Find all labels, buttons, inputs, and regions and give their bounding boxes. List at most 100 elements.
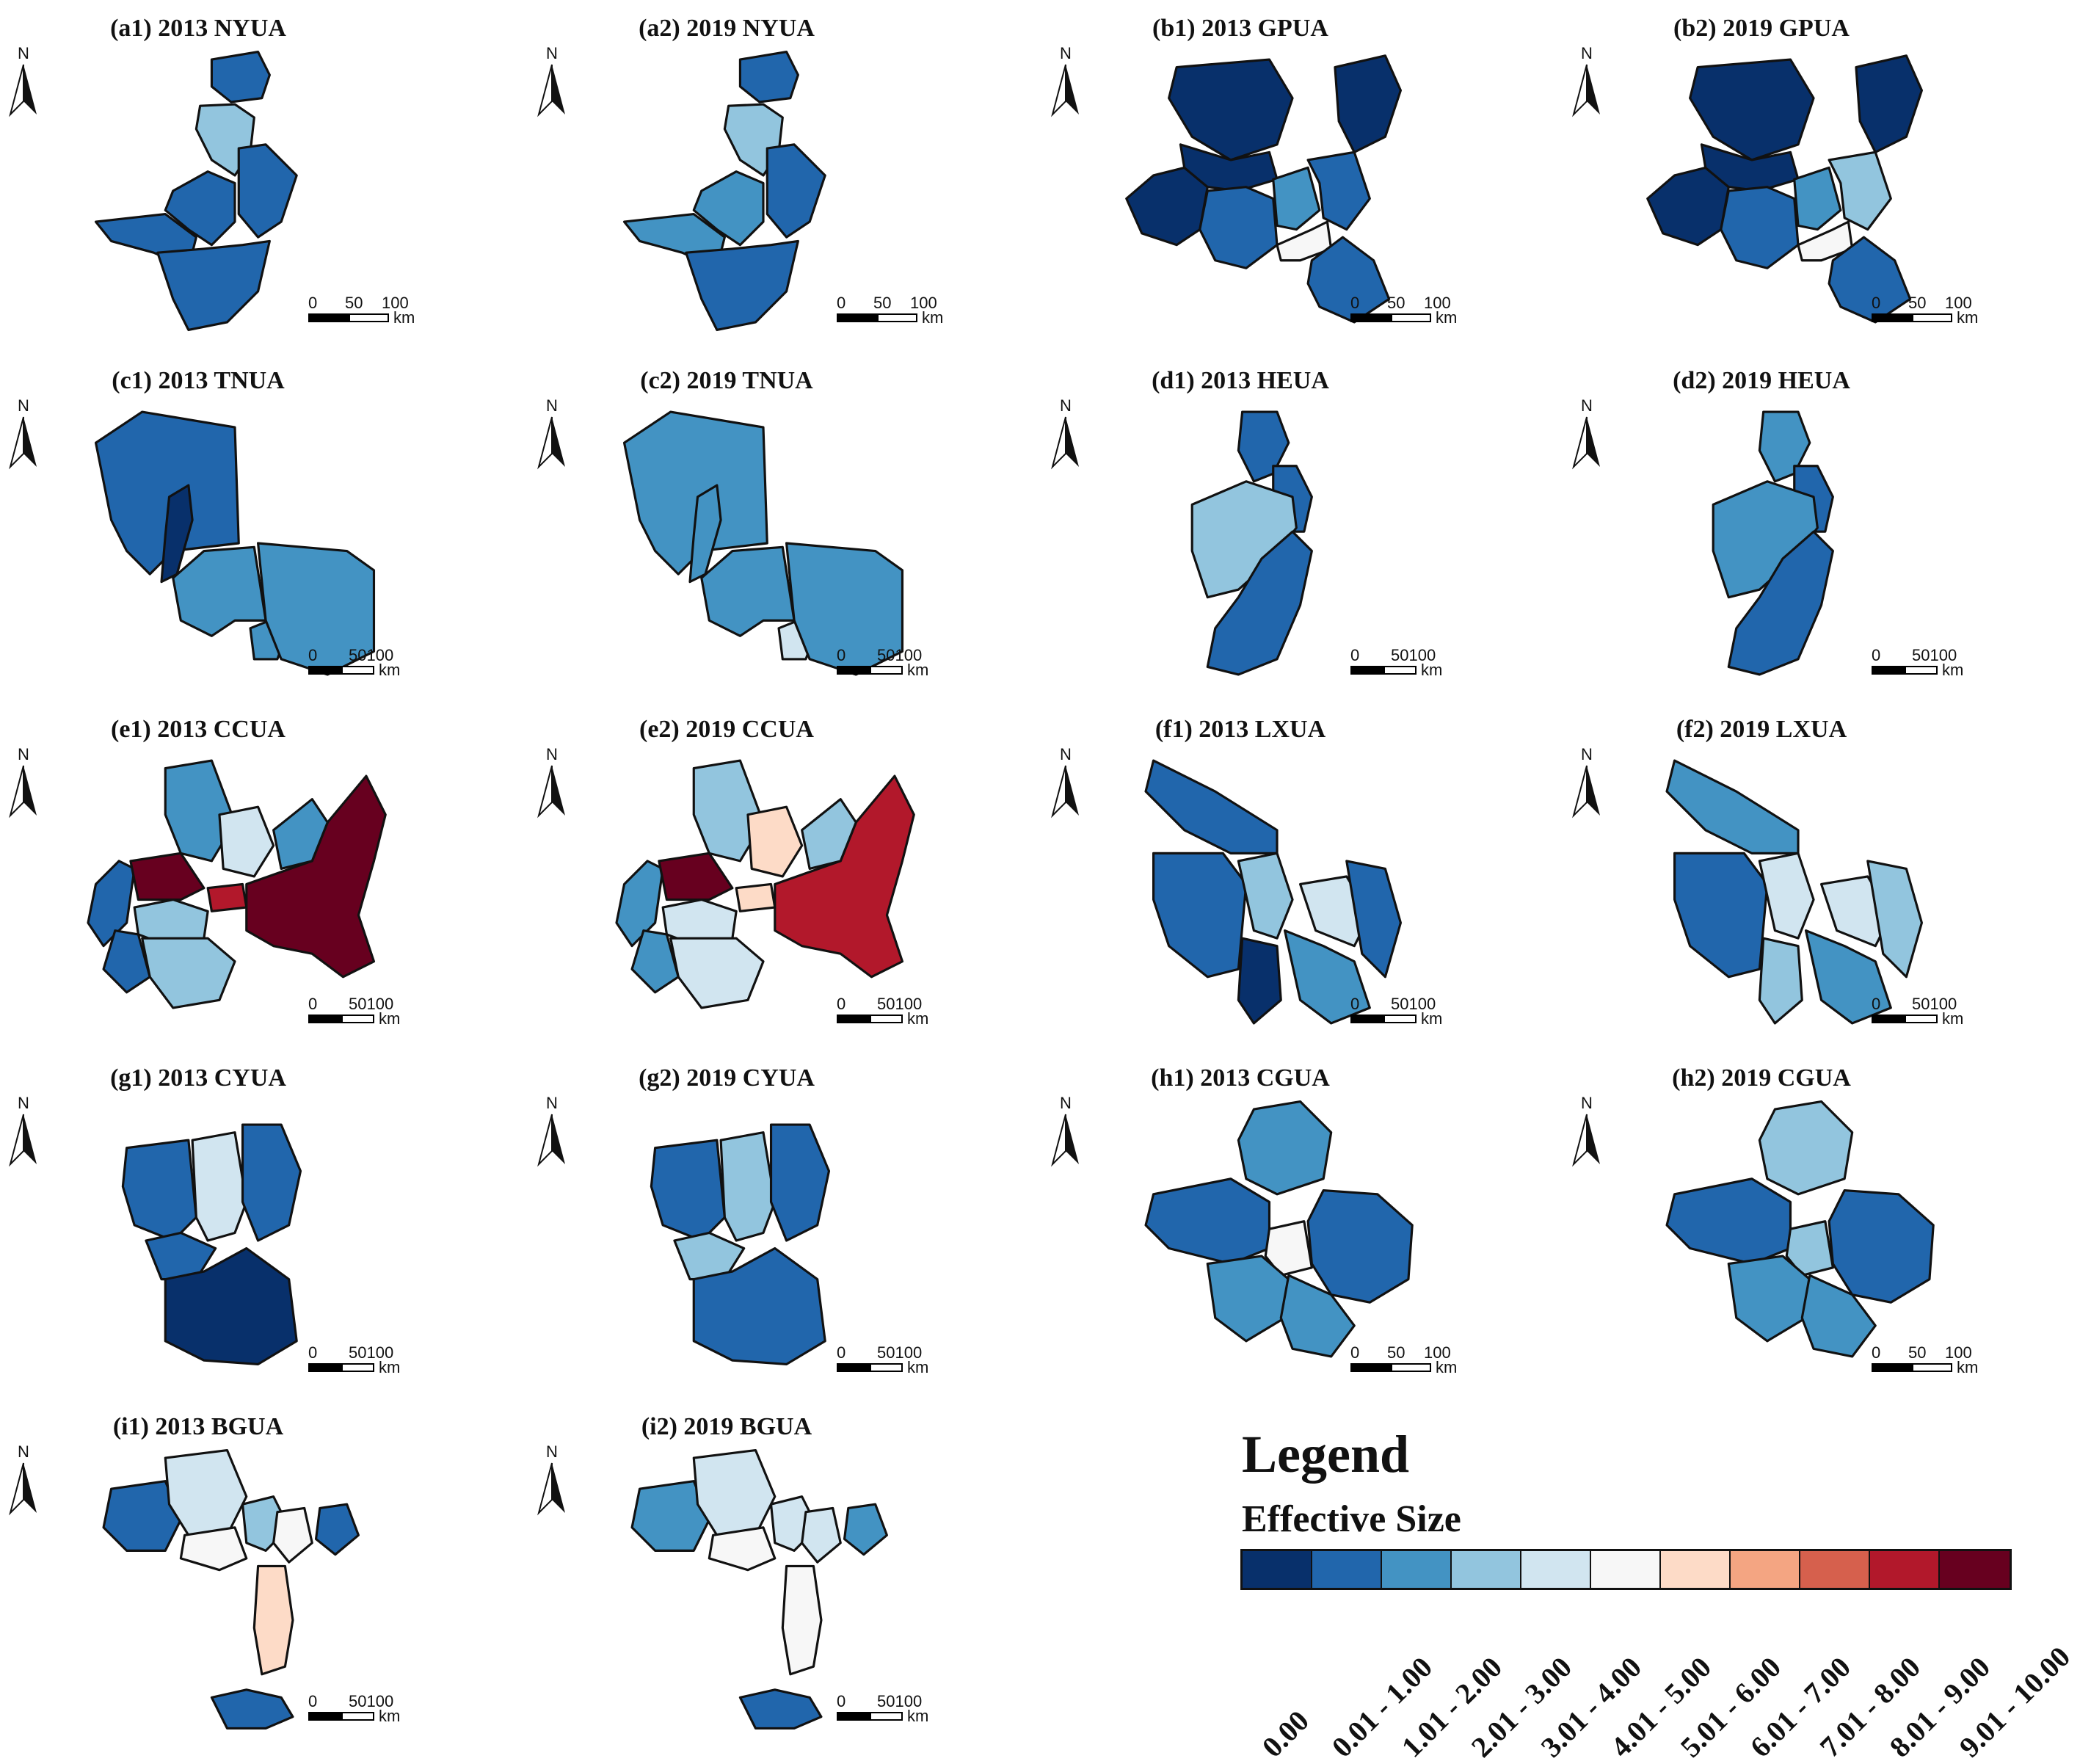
region-polygon xyxy=(1272,166,1321,231)
region-polygon xyxy=(210,1688,294,1730)
panel-title: (f2) 2019 LXUA xyxy=(1676,716,1847,743)
choropleth-map xyxy=(1646,54,1923,324)
region-polygon xyxy=(87,860,136,948)
region-polygon xyxy=(700,545,796,637)
north-arrow-icon: N xyxy=(536,745,568,819)
scale-segment xyxy=(1872,666,1905,675)
scale-label: 100 xyxy=(1424,1343,1451,1362)
scale-label: 50100 xyxy=(349,1692,394,1710)
region-polygon xyxy=(630,929,680,994)
region-polygon xyxy=(781,1564,823,1676)
legend-subtitle: Effective Size xyxy=(1242,1498,1461,1540)
panel-title: (d1) 2013 HEUA xyxy=(1152,367,1329,394)
legend-swatch xyxy=(1800,1551,1870,1588)
region-polygon xyxy=(673,1231,746,1281)
choropleth-map xyxy=(94,410,376,676)
region-polygon xyxy=(272,1506,313,1564)
region-polygon xyxy=(801,798,857,870)
region-polygon xyxy=(241,1123,302,1242)
scale-label: 50 xyxy=(1908,1343,1927,1362)
scale-unit: km xyxy=(1421,1009,1443,1028)
north-label: N xyxy=(546,1442,558,1461)
region-polygon xyxy=(1727,530,1834,676)
region-polygon xyxy=(272,798,329,870)
legend-swatch xyxy=(1243,1551,1312,1588)
scale-segment xyxy=(308,1712,341,1721)
scale-segment xyxy=(341,1712,374,1721)
scale-segment xyxy=(837,1015,870,1023)
scale-unit: km xyxy=(379,1009,401,1028)
map-panel: (h2) 2019 CGUA N 0 50 100 km xyxy=(1563,1050,2077,1395)
scale-label: 50 xyxy=(1908,294,1927,312)
region-polygon xyxy=(1237,937,1282,1025)
region-polygon xyxy=(738,50,799,104)
panel-title: (e2) 2019 CCUA xyxy=(639,716,814,743)
region-polygon xyxy=(1144,1177,1271,1266)
scale-segment xyxy=(1383,666,1417,675)
region-polygon xyxy=(314,1503,360,1556)
scale-label: 0 xyxy=(837,1343,846,1362)
region-polygon xyxy=(1125,166,1209,247)
north-arrow-icon: N xyxy=(536,396,568,470)
region-polygon xyxy=(685,239,799,332)
legend: Legend Effective Size 0.00 0.01 - 1.00 1.0… xyxy=(1233,1424,2076,1764)
scale-segment xyxy=(1350,666,1383,675)
region-polygon xyxy=(172,545,267,637)
scale-segment xyxy=(837,1363,870,1372)
choropleth-map xyxy=(102,1448,360,1730)
north-arrow-icon: N xyxy=(1050,1094,1082,1167)
region-polygon xyxy=(237,143,298,239)
region-polygon xyxy=(766,143,826,239)
region-polygon xyxy=(206,882,248,912)
legend-swatch xyxy=(1731,1551,1800,1588)
north-label: N xyxy=(18,745,29,763)
region-polygon xyxy=(218,805,275,878)
scale-label: 50 xyxy=(873,294,892,312)
north-label: N xyxy=(546,396,558,415)
region-polygon xyxy=(1727,1255,1811,1343)
scale-unit: km xyxy=(1957,1358,1979,1376)
scale-label: 50100 xyxy=(877,1343,923,1362)
region-polygon xyxy=(1758,937,1803,1025)
region-polygon xyxy=(1168,58,1294,161)
region-polygon xyxy=(719,1131,777,1242)
panel-title: (i2) 2019 BGUA xyxy=(641,1413,812,1440)
north-label: N xyxy=(18,1442,29,1461)
region-polygon xyxy=(1804,929,1892,1025)
map-panel: (c1) 2013 TNUA N 0 50100 km xyxy=(0,352,514,697)
scale-segment xyxy=(1905,1015,1938,1023)
region-polygon xyxy=(658,852,734,901)
north-arrow-icon: N xyxy=(536,1094,568,1167)
scale-unit: km xyxy=(907,1358,929,1376)
map-panel: (d1) 2013 HEUA N 0 50100 km xyxy=(1042,352,1556,697)
scale-segment xyxy=(308,1363,341,1372)
north-arrow-icon: N xyxy=(7,745,40,819)
north-label: N xyxy=(1581,1094,1593,1112)
choropleth-map xyxy=(622,50,826,332)
region-polygon xyxy=(1828,1189,1935,1304)
scale-unit: km xyxy=(1436,308,1458,327)
north-label: N xyxy=(546,44,558,62)
region-polygon xyxy=(1179,143,1279,192)
scale-label: 0 xyxy=(308,294,318,312)
north-arrow-icon: N xyxy=(1571,396,1603,470)
scale-unit: km xyxy=(907,661,929,679)
choropleth-map xyxy=(1144,759,1402,1025)
map-panel: (i2) 2019 BGUA N 0 50100 km xyxy=(528,1398,1042,1743)
scale-label: 0 xyxy=(1872,995,1881,1013)
panel-title: (a2) 2019 NYUA xyxy=(639,15,815,42)
map-panel: (c2) 2019 TNUA N 0 50100 km xyxy=(528,352,1042,697)
scale-label: 100 xyxy=(1945,294,1972,312)
legend-swatch xyxy=(1591,1551,1661,1588)
region-polygon xyxy=(1828,236,1912,324)
choropleth-map xyxy=(87,759,387,1009)
region-polygon xyxy=(785,542,904,676)
region-polygon xyxy=(615,860,664,948)
choropleth-map xyxy=(1190,410,1313,676)
